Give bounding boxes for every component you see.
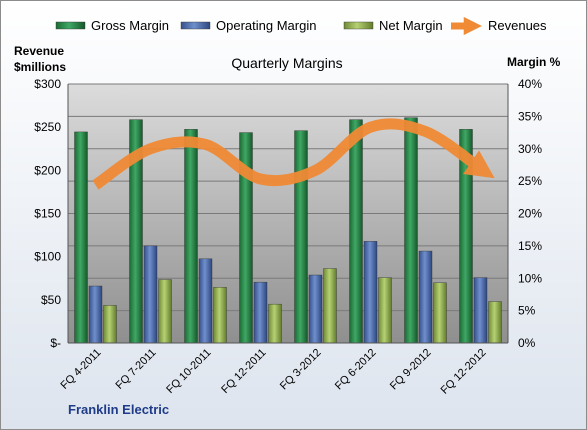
y-right-tick-label: 35% [518, 109, 542, 123]
bar-operating-margin [363, 241, 378, 344]
y-left-tick-label: $250 [34, 120, 61, 134]
bar-operating-margin [473, 277, 488, 344]
y-left-tick-label: $100 [34, 250, 61, 264]
y-right-label: Margin % [507, 55, 561, 69]
bar-net-margin [268, 303, 282, 344]
chart-title: Quarterly Margins [231, 55, 342, 71]
y-right-tick-label: 0% [518, 336, 536, 350]
legend-label-operating-margin: Operating Margin [216, 18, 316, 33]
y-right-tick-label: 20% [518, 207, 542, 221]
bar-net-margin [213, 287, 227, 344]
revenue-line-path [92, 118, 495, 190]
legend-label-gross-margin: Gross Margin [91, 18, 169, 33]
y-left-tick-label: $200 [34, 163, 61, 177]
bar-gross-margin [404, 117, 418, 344]
company-name: Franklin Electric [68, 402, 169, 417]
y-right-tick-label: 25% [518, 174, 542, 188]
legend-label-revenues: Revenues [488, 18, 547, 33]
revenue-line [92, 118, 495, 190]
y-left-tick-label: $50 [41, 293, 61, 307]
bar-gross-margin [349, 119, 363, 344]
y-right-tick-label: 30% [518, 142, 542, 156]
bar-net-margin [103, 305, 117, 344]
bar-operating-margin [308, 274, 323, 344]
bar-operating-margin [253, 281, 268, 344]
legend-swatch-net-margin [343, 21, 374, 30]
y-right-tick-label: 40% [518, 77, 542, 91]
bar-net-margin [378, 277, 392, 344]
y-right-tick-label: 15% [518, 239, 542, 253]
y-left-tick-label: $- [50, 336, 61, 350]
bar-gross-margin [74, 131, 88, 344]
y-right-tick-label: 10% [518, 271, 542, 285]
bar-gross-margin [184, 129, 198, 344]
bar-net-margin [323, 268, 337, 344]
legend-swatch-operating-margin [180, 21, 211, 30]
y-left-label-line2: $millions [14, 60, 66, 74]
y-right-tick-label: 5% [518, 304, 536, 318]
bar-net-margin [158, 279, 172, 344]
bars [74, 117, 502, 344]
legend: Gross Margin Operating Margin Net Margin Re… [55, 16, 547, 36]
y-left-tick-label: $300 [34, 77, 61, 91]
bar-gross-margin [294, 130, 308, 344]
y-left-tick-label: $150 [34, 207, 61, 221]
bar-operating-margin [198, 258, 213, 344]
bar-operating-margin [418, 250, 433, 344]
bar-operating-margin [88, 285, 103, 344]
legend-swatch-gross-margin [55, 21, 86, 30]
legend-label-net-margin: Net Margin [379, 18, 443, 33]
bar-operating-margin [143, 245, 158, 344]
bar-net-margin [433, 282, 447, 344]
bar-net-margin [488, 301, 502, 344]
y-left-label-line1: Revenue [14, 44, 64, 58]
